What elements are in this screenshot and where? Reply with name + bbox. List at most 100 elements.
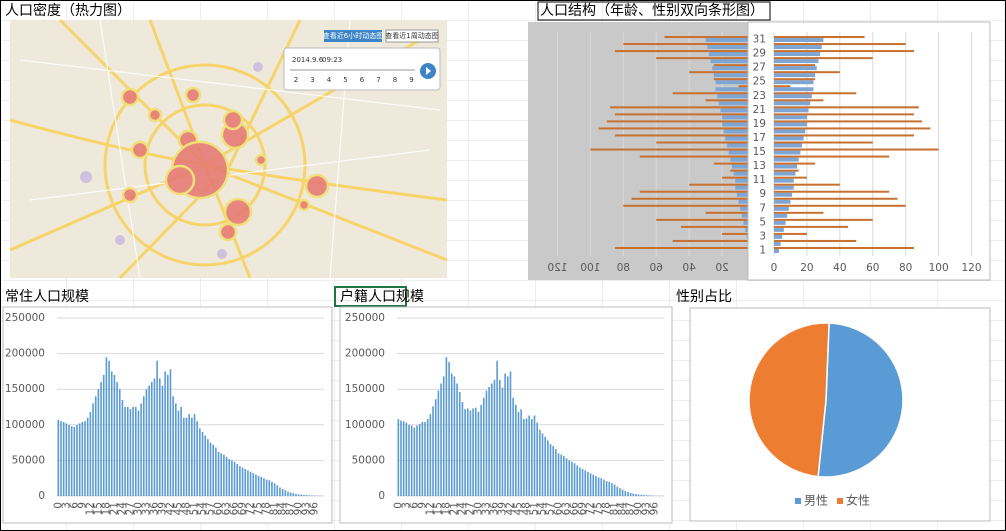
x-tick-label: 100 — [929, 262, 949, 274]
bar — [774, 92, 857, 95]
bar — [595, 476, 597, 496]
bar — [680, 225, 750, 228]
bar — [185, 417, 188, 496]
x-tick-label: 30 — [132, 502, 144, 515]
bar — [191, 417, 193, 496]
bar — [774, 192, 793, 197]
bar — [722, 115, 750, 120]
bar — [121, 399, 124, 496]
bar — [97, 389, 100, 496]
y-tick-label: 0 — [38, 490, 45, 502]
bar — [611, 483, 613, 496]
bar — [722, 232, 750, 235]
bar — [555, 449, 557, 496]
bar — [549, 444, 552, 496]
bar — [587, 471, 589, 496]
bar — [498, 379, 501, 496]
bar — [488, 387, 490, 496]
bar — [397, 419, 400, 496]
x-tick-label: 80 — [899, 262, 912, 274]
map — [9, 18, 448, 280]
bar — [469, 410, 472, 496]
bar — [305, 495, 308, 496]
bar — [774, 52, 821, 57]
bar — [418, 424, 421, 496]
map-button[interactable]: 查看近6小时动态图 — [323, 31, 383, 40]
bar — [598, 127, 750, 130]
map-button[interactable]: 查看近1周动态图 — [385, 31, 438, 40]
bar — [150, 382, 153, 496]
selected-cell[interactable] — [334, 286, 407, 307]
y-tick-label: 5 — [759, 216, 766, 228]
bar — [416, 425, 418, 496]
bar — [613, 484, 616, 496]
bar — [730, 157, 750, 162]
x-tick-label: 18 — [100, 502, 112, 515]
bar — [672, 92, 750, 95]
bar — [445, 357, 448, 496]
bar — [552, 446, 554, 496]
y-tick-label: 1 — [759, 244, 766, 256]
bar — [400, 420, 402, 496]
bar — [116, 382, 118, 496]
bar — [531, 419, 533, 496]
y-tick-label: 23 — [753, 90, 766, 102]
time-slider[interactable]: 2 3 4 5 6 7 8 9 — [294, 76, 414, 84]
x-tick-label: 60 — [553, 502, 565, 515]
y-tick-label: 25 — [753, 76, 766, 88]
x-tick-label: 81 — [269, 502, 281, 515]
x-tick-label: 20 — [800, 262, 813, 274]
bar — [308, 495, 311, 496]
mirror-chart: 0204060801001201357911131517192123252729… — [547, 32, 750, 274]
bar — [774, 178, 794, 183]
bar — [204, 435, 206, 496]
slider-tick: 5 — [343, 76, 347, 84]
bar — [196, 421, 198, 496]
bar — [268, 480, 271, 496]
slider-tick: 3 — [310, 76, 314, 84]
bar — [656, 57, 750, 60]
bar — [126, 407, 129, 496]
y-tick-label: 100000 — [345, 419, 385, 431]
pie-slice — [748, 322, 830, 478]
bar — [153, 378, 156, 496]
x-tick-label: 0 — [771, 262, 778, 274]
x-tick-label: 54 — [537, 502, 549, 516]
bar — [223, 454, 225, 496]
bar — [608, 481, 611, 496]
x-tick-label: 42 — [164, 502, 176, 515]
bar — [249, 471, 252, 496]
map-title: 人口密度（热力图） — [5, 2, 131, 19]
bar — [592, 474, 595, 496]
bar — [603, 479, 605, 496]
bar — [560, 454, 563, 496]
x-tick-label: 48 — [520, 502, 532, 515]
bar — [140, 403, 142, 496]
bar — [774, 120, 923, 123]
bar — [774, 157, 799, 162]
bar — [722, 176, 750, 179]
bar — [774, 73, 816, 78]
bar — [228, 458, 231, 496]
bar — [705, 38, 750, 43]
slider-tick: 4 — [327, 76, 332, 84]
bar — [629, 492, 632, 496]
bar — [466, 408, 469, 496]
bar — [774, 190, 890, 193]
bar — [571, 461, 573, 496]
bar — [730, 169, 750, 172]
y-tick-label: 13 — [753, 160, 766, 172]
x-tick-label: 36 — [488, 502, 500, 516]
bar — [741, 213, 750, 218]
bar — [70, 426, 73, 496]
bar — [774, 136, 804, 141]
x-tick-label: 84 — [277, 502, 289, 516]
bar — [102, 374, 105, 496]
bar — [509, 371, 512, 496]
bar — [656, 141, 750, 144]
bar — [640, 494, 643, 496]
bar — [132, 407, 134, 496]
bar — [300, 494, 303, 496]
x-tick-label: 3 — [400, 502, 412, 509]
bar — [175, 403, 177, 496]
